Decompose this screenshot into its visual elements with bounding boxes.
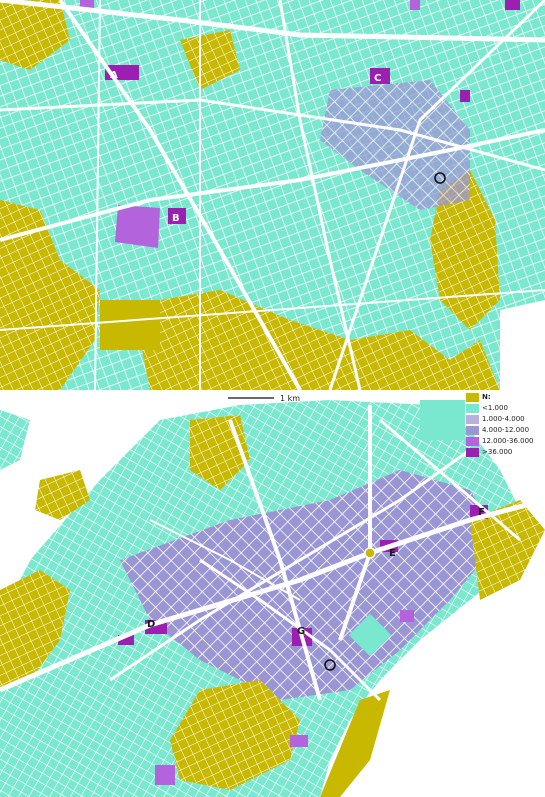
top-park-area-south (140, 290, 500, 390)
bottom-sea-area (360, 560, 545, 797)
legend-label: >36.000 (482, 448, 513, 456)
legend-item: <1.000 (466, 403, 545, 413)
bottom-location-circle (324, 659, 336, 671)
marker-label-e: E (389, 548, 396, 559)
marker-label-a: A (110, 70, 118, 81)
bottom-purple-block (290, 735, 308, 747)
top-purple-block (505, 0, 520, 10)
legend-item: 12.000-36.000 (466, 436, 545, 446)
bottom-grid-district (120, 470, 500, 700)
top-purple-block (80, 0, 94, 10)
bottom-park-west (0, 570, 70, 690)
marker-label-d: D (147, 619, 155, 630)
legend-label: 12.000-36.000 (482, 437, 534, 445)
marker-label-f: F (478, 507, 485, 518)
top-park-area-west (0, 200, 100, 390)
top-park-area-east (430, 170, 500, 330)
top-marker-c-block (370, 68, 390, 84)
legend-item: 4.000-12.000 (466, 425, 545, 435)
legend: N: <1.000 1.000-4.000 4.000-12.000 12.00… (466, 392, 545, 457)
legend-item: >36.000 (466, 447, 545, 457)
legend-item: 1.000-4.000 (466, 414, 545, 424)
bottom-purple-block (155, 765, 175, 785)
bottom-park-montjuic (170, 680, 300, 790)
bottom-park-east (470, 500, 545, 600)
top-map-panel: A C B (0, 0, 545, 391)
scale-bar-label: 1 km (280, 394, 300, 403)
legend-swatch (466, 425, 479, 435)
top-purple-block (410, 0, 420, 10)
bottom-purple-block (400, 610, 414, 622)
legend-label: <1.000 (482, 404, 508, 412)
legend-swatch (466, 403, 479, 413)
top-yellow-field (100, 300, 160, 350)
top-purple-block (460, 90, 470, 102)
top-location-circle (434, 172, 446, 184)
bottom-plaza (364, 547, 376, 559)
legend-label: 4.000-12.000 (482, 426, 530, 434)
top-park-area-northwest (0, 0, 70, 70)
bottom-road-network (0, 405, 545, 702)
legend-swatch (466, 414, 479, 424)
scale-bar: 1 km (228, 394, 300, 403)
legend-swatch (466, 447, 479, 457)
top-road-network (0, 0, 545, 391)
top-yellow-block (180, 30, 240, 90)
bottom-purple-block (118, 635, 134, 645)
legend-title: N: (482, 393, 491, 401)
bottom-map-panel: D E F G (0, 400, 545, 797)
top-dense-district (320, 80, 470, 210)
top-marker-b-block (168, 208, 186, 224)
bottom-west-fragment (35, 470, 90, 520)
bottom-cyan-area (420, 400, 465, 440)
top-purple-block-large (115, 205, 160, 248)
marker-label-b: B (172, 213, 180, 224)
legend-swatch (466, 436, 479, 446)
legend-title-swatch (466, 392, 479, 402)
legend-title-row: N: (466, 392, 545, 402)
bottom-port-area (320, 690, 390, 797)
legend-label: 1.000-4.000 (482, 415, 525, 423)
bottom-west-fragment (0, 410, 30, 470)
marker-label-c: C (374, 73, 381, 84)
marker-label-g: G (297, 626, 305, 637)
top-blank-area (500, 300, 545, 390)
